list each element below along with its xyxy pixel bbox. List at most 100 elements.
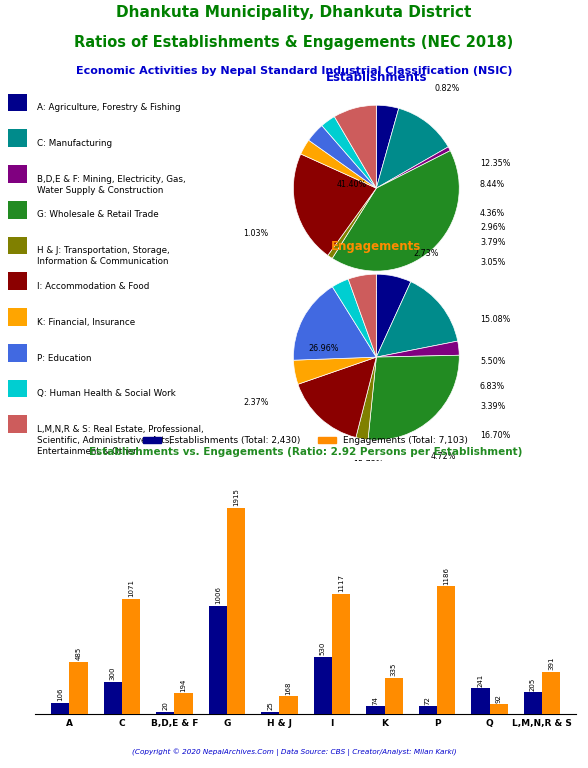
Wedge shape xyxy=(298,357,376,438)
Wedge shape xyxy=(376,341,459,357)
Bar xyxy=(8,165,26,183)
Bar xyxy=(542,672,560,714)
Wedge shape xyxy=(376,147,450,188)
Bar xyxy=(261,711,279,714)
Text: H & J: Transportation, Storage,: H & J: Transportation, Storage, xyxy=(37,247,169,255)
Text: 1006: 1006 xyxy=(215,586,220,604)
Wedge shape xyxy=(332,151,459,271)
Text: 4.72%: 4.72% xyxy=(430,452,456,461)
Wedge shape xyxy=(328,188,376,258)
Wedge shape xyxy=(376,282,457,357)
Wedge shape xyxy=(348,274,376,357)
Text: Economic Activities by Nepal Standard Industrial Classification (NSIC): Economic Activities by Nepal Standard In… xyxy=(76,66,512,76)
Bar xyxy=(69,662,88,714)
Text: Scientific, Administrative, Arts,: Scientific, Administrative, Arts, xyxy=(37,436,172,445)
Text: 530: 530 xyxy=(320,642,326,655)
Bar xyxy=(8,201,26,219)
Text: 6.83%: 6.83% xyxy=(480,382,505,391)
Bar xyxy=(524,692,542,714)
Text: 21.81%: 21.81% xyxy=(361,287,392,296)
Text: 2.73%: 2.73% xyxy=(413,249,439,258)
Bar xyxy=(103,682,122,714)
Text: 106: 106 xyxy=(57,687,64,701)
Wedge shape xyxy=(376,108,448,188)
Text: Q: Human Health & Social Work: Q: Human Health & Social Work xyxy=(37,389,176,399)
Text: L,M,N,R & S: Real Estate, Professional,: L,M,N,R & S: Real Estate, Professional, xyxy=(37,425,203,434)
Legend: Establishments (Total: 2,430), Engagements (Total: 7,103): Establishments (Total: 2,430), Engagemen… xyxy=(140,432,472,449)
Text: 3.05%: 3.05% xyxy=(480,258,505,267)
Wedge shape xyxy=(376,274,411,357)
Text: 205: 205 xyxy=(530,677,536,690)
Text: 485: 485 xyxy=(76,647,82,660)
Text: 391: 391 xyxy=(548,657,554,670)
Text: A: Agriculture, Forestry & Fishing: A: Agriculture, Forestry & Fishing xyxy=(37,103,181,112)
Wedge shape xyxy=(335,105,376,188)
Text: Information & Communication: Information & Communication xyxy=(37,257,168,266)
Bar xyxy=(385,678,403,714)
Wedge shape xyxy=(293,154,376,256)
Text: 12.35%: 12.35% xyxy=(480,159,510,167)
Text: 3.39%: 3.39% xyxy=(480,402,505,412)
Bar xyxy=(366,707,385,714)
Text: 1915: 1915 xyxy=(233,488,239,506)
Text: 241: 241 xyxy=(477,674,483,687)
Wedge shape xyxy=(368,356,459,440)
Bar xyxy=(51,703,69,714)
Bar xyxy=(227,508,245,714)
Bar xyxy=(8,237,26,254)
Bar xyxy=(156,712,175,714)
Bar xyxy=(209,606,227,714)
Bar xyxy=(279,696,298,714)
Wedge shape xyxy=(332,279,376,357)
Wedge shape xyxy=(293,357,376,384)
Bar xyxy=(313,657,332,714)
Text: 3.79%: 3.79% xyxy=(480,237,506,247)
Text: B,D,E & F: Mining, Electricity, Gas,: B,D,E & F: Mining, Electricity, Gas, xyxy=(37,175,186,184)
Text: Dhankuta Municipality, Dhankuta District: Dhankuta Municipality, Dhankuta District xyxy=(116,5,472,20)
Text: 15.08%: 15.08% xyxy=(480,316,510,324)
Text: I: Accommodation & Food: I: Accommodation & Food xyxy=(37,282,149,291)
Text: 74: 74 xyxy=(372,696,378,705)
Wedge shape xyxy=(300,141,376,188)
Bar xyxy=(471,688,490,714)
Text: (Copyright © 2020 NepalArchives.Com | Data Source: CBS | Creator/Analyst: Milan : (Copyright © 2020 NepalArchives.Com | Da… xyxy=(132,749,456,756)
Title: Establishments: Establishments xyxy=(326,71,427,84)
Wedge shape xyxy=(293,286,376,360)
Text: 1071: 1071 xyxy=(128,579,134,597)
Text: 26.96%: 26.96% xyxy=(309,344,339,353)
Bar xyxy=(8,344,26,362)
Text: Entertainment & Other: Entertainment & Other xyxy=(37,447,136,456)
Bar xyxy=(332,594,350,714)
Text: 20: 20 xyxy=(162,702,168,710)
Bar xyxy=(8,415,26,433)
Text: K: Financial, Insurance: K: Financial, Insurance xyxy=(37,318,135,326)
Wedge shape xyxy=(322,117,376,188)
Text: 2.37%: 2.37% xyxy=(243,399,269,407)
Wedge shape xyxy=(376,105,399,188)
Text: 4.36%: 4.36% xyxy=(480,209,505,217)
Text: 1.03%: 1.03% xyxy=(243,230,269,238)
Bar xyxy=(419,707,437,714)
Text: 1186: 1186 xyxy=(443,567,449,584)
Wedge shape xyxy=(356,357,376,439)
Text: 15.73%: 15.73% xyxy=(353,461,383,469)
Bar xyxy=(175,694,193,714)
Text: 25: 25 xyxy=(268,701,273,710)
Text: 41.40%: 41.40% xyxy=(336,180,366,188)
Text: 5.50%: 5.50% xyxy=(480,357,506,366)
Bar xyxy=(8,94,26,111)
Bar xyxy=(8,129,26,147)
Bar xyxy=(122,599,141,714)
Text: G: Wholesale & Retail Trade: G: Wholesale & Retail Trade xyxy=(37,210,159,220)
Bar xyxy=(437,586,456,714)
Text: 2.96%: 2.96% xyxy=(480,223,506,233)
Text: 168: 168 xyxy=(286,681,292,694)
Wedge shape xyxy=(309,126,376,188)
Text: C: Manufacturing: C: Manufacturing xyxy=(37,139,112,148)
Text: Water Supply & Construction: Water Supply & Construction xyxy=(37,186,163,195)
Text: 194: 194 xyxy=(181,678,186,692)
Text: P: Education: P: Education xyxy=(37,353,91,362)
Title: Engagements: Engagements xyxy=(331,240,422,253)
Text: 72: 72 xyxy=(425,696,431,705)
Bar xyxy=(8,308,26,326)
